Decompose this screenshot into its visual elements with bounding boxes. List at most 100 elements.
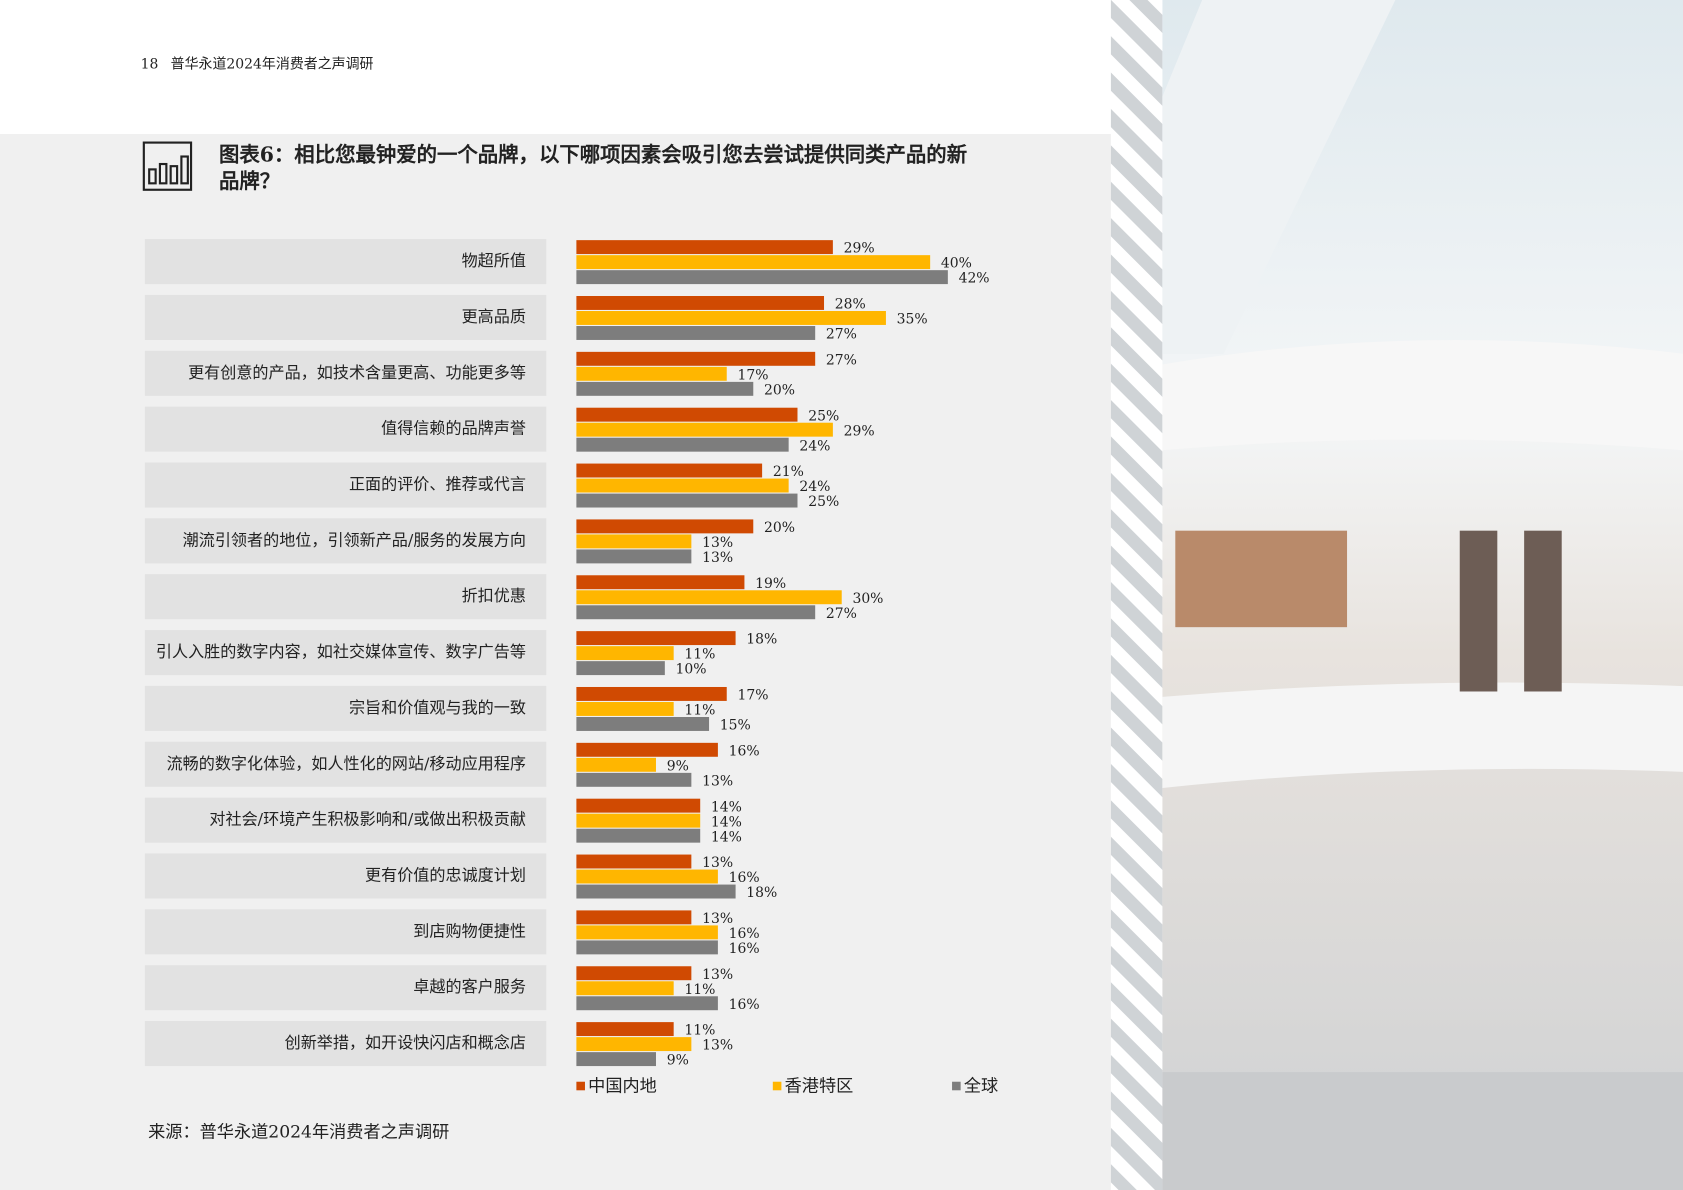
value-label: 17% <box>737 688 768 704</box>
photo <box>1162 0 1683 1190</box>
value-label: 20% <box>764 382 795 398</box>
category-label: 流畅的数字化体验，如人性化的网站/移动应用程序 <box>167 754 526 773</box>
value-label: 29% <box>844 423 875 439</box>
value-label: 30% <box>852 591 883 607</box>
value-label: 25% <box>808 494 839 510</box>
bar <box>576 270 948 285</box>
bar <box>576 351 816 366</box>
value-label: 16% <box>729 997 760 1013</box>
bar <box>576 742 718 757</box>
bar <box>576 295 825 310</box>
value-label: 19% <box>755 576 786 592</box>
category-label: 潮流引领者的地位，引领新产品/服务的发展方向 <box>183 530 526 549</box>
bar <box>576 631 736 646</box>
value-label: 29% <box>844 241 875 257</box>
category-label: 更有价值的忠诚度计划 <box>365 865 526 884</box>
value-label: 14% <box>711 829 742 845</box>
category-box <box>144 239 547 285</box>
category-label: 更高品质 <box>462 307 526 326</box>
value-label: 11% <box>684 982 715 998</box>
category-box <box>144 462 547 508</box>
bar <box>576 1037 692 1052</box>
bar <box>576 407 798 422</box>
value-label: 17% <box>737 367 768 383</box>
category-box <box>144 630 547 676</box>
value-label: 24% <box>799 479 830 495</box>
value-label: 14% <box>711 799 742 815</box>
value-label: 28% <box>835 297 866 313</box>
value-label: 16% <box>729 870 760 886</box>
bar <box>576 422 833 437</box>
category-label: 对社会/环境产生积极影响和/或做出积极贡献 <box>209 810 526 829</box>
category-label: 正面的评价、推荐或代言 <box>349 475 526 494</box>
value-label: 27% <box>826 327 857 343</box>
value-label: 13% <box>702 550 733 566</box>
source: 来源：普华永道2024年消费者之声调研 <box>148 1123 449 1143</box>
stripe-band <box>1110 0 1163 1190</box>
bar <box>576 813 701 828</box>
value-label: 20% <box>764 520 795 536</box>
bar <box>576 534 692 549</box>
page-header: 普华永道2024年消费者之声调研 <box>171 56 374 72</box>
value-label: 10% <box>676 662 707 678</box>
value-label: 42% <box>959 271 990 287</box>
bar <box>576 575 745 590</box>
value-label: 16% <box>729 941 760 957</box>
bar <box>576 925 718 940</box>
category-label: 创新举措，如开设快闪店和概念店 <box>285 1033 526 1052</box>
bar <box>576 255 931 270</box>
value-label: 16% <box>729 926 760 942</box>
legend-label: 香港特区 <box>785 1077 854 1097</box>
value-label: 21% <box>773 464 804 480</box>
value-label: 13% <box>702 911 733 927</box>
bar <box>576 884 736 899</box>
bar <box>576 869 718 884</box>
category-box <box>144 797 547 843</box>
bar <box>576 590 842 605</box>
category-box <box>144 741 547 787</box>
value-label: 13% <box>702 773 733 789</box>
bar <box>576 798 701 813</box>
category-label: 更有创意的产品，如技术含量更高、功能更多等 <box>188 363 526 382</box>
category-box <box>144 965 547 1011</box>
value-label: 9% <box>667 758 689 774</box>
bar <box>576 772 692 787</box>
legend-swatch <box>952 1081 961 1091</box>
category-label: 物超所值 <box>462 251 526 270</box>
value-label: 11% <box>684 647 715 663</box>
bar <box>576 910 692 925</box>
category-label: 到店购物便捷性 <box>413 921 526 940</box>
bar <box>576 981 674 996</box>
bar <box>576 381 754 396</box>
category-label: 值得信赖的品牌声誉 <box>381 419 526 438</box>
page-number: 18 <box>141 56 159 72</box>
value-label: 15% <box>720 718 751 734</box>
bar <box>576 661 665 676</box>
value-label: 16% <box>729 743 760 759</box>
chart-icon <box>142 141 193 191</box>
bar <box>576 646 674 661</box>
bar <box>576 240 833 255</box>
bar <box>576 519 754 534</box>
legend-swatch <box>576 1081 585 1091</box>
category-box <box>144 1021 547 1067</box>
bar <box>576 366 727 381</box>
bar <box>576 478 789 493</box>
value-label: 27% <box>826 606 857 622</box>
value-label: 27% <box>826 352 857 368</box>
category-box <box>144 406 547 452</box>
value-label: 14% <box>711 814 742 830</box>
bar <box>576 854 692 869</box>
value-label: 25% <box>808 408 839 424</box>
category-label: 引人入胜的数字内容，如社交媒体宣传、数字广告等 <box>156 642 526 661</box>
value-label: 35% <box>897 312 928 328</box>
value-label: 40% <box>941 256 972 272</box>
value-label: 18% <box>746 885 777 901</box>
value-label: 24% <box>799 438 830 454</box>
bar <box>576 717 710 731</box>
category-box <box>144 294 547 340</box>
category-label: 宗旨和价值观与我的一致 <box>349 698 526 717</box>
bar <box>576 326 816 340</box>
category-box <box>144 853 547 899</box>
